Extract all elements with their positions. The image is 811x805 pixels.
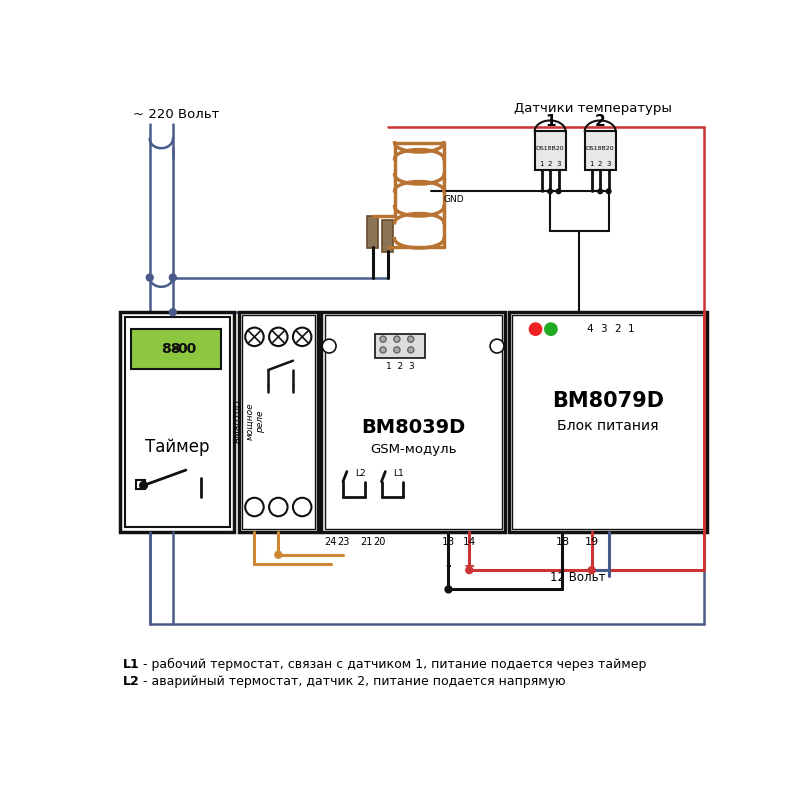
Text: BM8070D
мощное
реле: BM8070D мощное реле [234, 399, 265, 444]
Circle shape [490, 339, 504, 353]
Text: 18: 18 [555, 538, 569, 547]
Text: 88: 88 [161, 342, 181, 356]
Text: Таймер: Таймер [145, 438, 209, 456]
Circle shape [268, 328, 287, 346]
Circle shape [587, 567, 594, 574]
Text: 13: 13 [441, 538, 454, 547]
Text: GND: GND [443, 195, 464, 204]
Text: - рабочий термостат, связан с датчиком 1, питание подается через таймер: - рабочий термостат, связан с датчиком 1… [139, 658, 646, 671]
Text: GSM-модуль: GSM-модуль [369, 443, 456, 456]
Circle shape [556, 189, 560, 194]
Text: - аварийный термостат, датчик 2, питание подается напрямую: - аварийный термостат, датчик 2, питание… [139, 675, 565, 688]
Circle shape [544, 323, 556, 336]
Circle shape [268, 497, 287, 516]
Bar [508, 312, 706, 531]
Text: 1  2  3: 1 2 3 [385, 361, 414, 370]
Bar [321, 312, 504, 531]
Text: 2: 2 [597, 160, 602, 167]
Text: 19: 19 [584, 538, 598, 547]
Text: BM8079D: BM8079D [551, 390, 663, 411]
Text: 2: 2 [613, 324, 620, 334]
Text: Блок питания: Блок питания [556, 419, 658, 433]
Text: 14: 14 [462, 538, 475, 547]
Text: 1: 1 [589, 160, 593, 167]
Bar [125, 317, 230, 527]
Bar [135, 480, 145, 489]
Circle shape [322, 339, 336, 353]
Text: BM8039D: BM8039D [361, 419, 465, 437]
Circle shape [393, 336, 400, 342]
Circle shape [293, 328, 311, 346]
Text: L1: L1 [122, 658, 139, 671]
Text: L2: L2 [122, 675, 139, 688]
Bar [375, 334, 425, 358]
Circle shape [547, 189, 551, 194]
Bar [367, 216, 377, 248]
Text: 12 Вольт: 12 Вольт [549, 572, 605, 584]
Bar [238, 312, 317, 531]
Text: ~ 220 Вольт: ~ 220 Вольт [133, 108, 219, 121]
Text: 20: 20 [372, 538, 385, 547]
Text: 3: 3 [599, 324, 606, 334]
Circle shape [274, 551, 281, 558]
Bar [120, 312, 234, 531]
Text: 1: 1 [539, 160, 543, 167]
Text: 23: 23 [337, 538, 349, 547]
Circle shape [380, 347, 386, 353]
Circle shape [606, 189, 610, 194]
Text: -: - [168, 342, 183, 356]
Circle shape [245, 328, 264, 346]
Circle shape [444, 586, 452, 592]
Circle shape [245, 497, 264, 516]
Circle shape [380, 336, 386, 342]
Text: 21: 21 [359, 538, 371, 547]
Text: 2: 2 [547, 160, 551, 167]
Circle shape [597, 189, 602, 194]
Text: 3: 3 [556, 160, 560, 167]
Text: 4: 4 [586, 324, 592, 334]
Text: 3: 3 [606, 160, 610, 167]
Bar [534, 131, 564, 170]
Circle shape [146, 274, 153, 281]
Text: DS18B20: DS18B20 [535, 146, 564, 151]
Text: 24: 24 [324, 538, 337, 547]
Bar [511, 316, 703, 529]
Bar [131, 329, 221, 369]
Text: 1: 1 [627, 324, 633, 334]
Text: +: + [463, 559, 474, 572]
Circle shape [407, 336, 414, 342]
Circle shape [407, 347, 414, 353]
Bar [584, 131, 615, 170]
Circle shape [393, 347, 400, 353]
Text: 00: 00 [177, 342, 196, 356]
Text: 2: 2 [594, 114, 605, 129]
Text: L2: L2 [354, 469, 365, 478]
Circle shape [169, 274, 176, 281]
Circle shape [169, 309, 176, 316]
Circle shape [293, 497, 311, 516]
Text: DS18B20: DS18B20 [586, 146, 614, 151]
Text: -: - [445, 559, 451, 572]
Text: L1: L1 [393, 469, 403, 478]
Text: Датчики температуры: Датчики температуры [513, 102, 671, 115]
Bar [242, 316, 314, 529]
Circle shape [529, 323, 541, 336]
Text: 1: 1 [544, 114, 555, 129]
Circle shape [466, 567, 472, 574]
Circle shape [139, 481, 148, 489]
Bar [324, 316, 501, 529]
Bar [382, 220, 393, 252]
